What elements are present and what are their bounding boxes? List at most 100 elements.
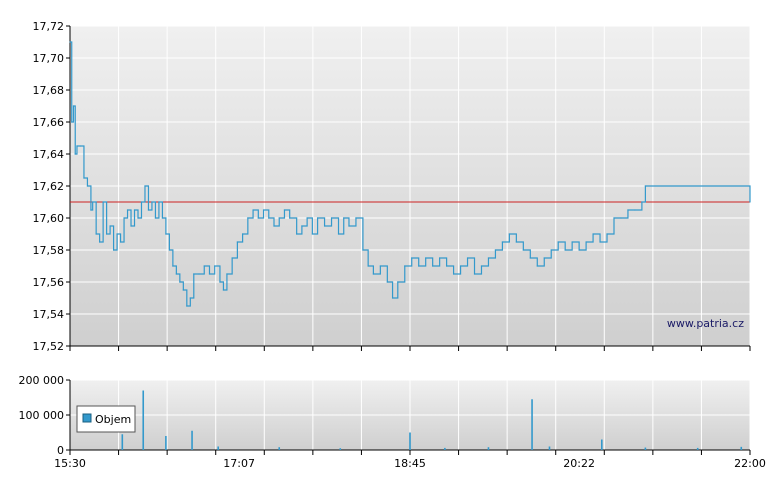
price-point — [515, 241, 517, 243]
price-x-ticks — [69, 26, 751, 351]
price-point — [262, 209, 265, 211]
x-tick-label: 15:30 — [54, 457, 86, 470]
price-point — [439, 257, 441, 259]
price-point — [172, 265, 174, 267]
price-point — [165, 233, 167, 235]
price-point — [536, 265, 538, 267]
price-point — [79, 145, 82, 147]
price-point — [168, 249, 170, 251]
price-point — [620, 217, 622, 219]
price-y-tick-label: 17,54 — [33, 308, 65, 321]
price-point — [367, 265, 369, 267]
volume-bar — [444, 447, 446, 450]
volume-panel: 200 000 100 000 0 15:30 17:07 18:45 20:22 22:0… — [19, 374, 766, 470]
price-point — [641, 201, 643, 203]
price-point — [175, 273, 177, 275]
price-point — [133, 209, 136, 211]
price-point — [151, 201, 153, 203]
volume-bar — [278, 447, 281, 450]
price-y-tick-label: 17,70 — [33, 52, 65, 65]
price-point — [140, 201, 143, 203]
price-point — [508, 233, 510, 235]
volume-bar — [217, 446, 220, 450]
price-point — [257, 217, 259, 219]
x-tick-label: 20:22 — [563, 457, 595, 470]
price-point — [208, 273, 211, 275]
volume-bar — [487, 447, 490, 450]
price-point — [158, 201, 160, 203]
price-point — [214, 265, 216, 267]
price-point — [74, 153, 76, 155]
volume-bar — [121, 434, 124, 450]
volume-bar — [142, 390, 145, 450]
price-point — [585, 241, 587, 243]
legend-label: Objem — [95, 413, 131, 426]
price-point — [501, 241, 504, 243]
price-point — [189, 297, 191, 299]
price-point — [137, 217, 139, 219]
price-point — [330, 217, 333, 219]
price-point — [362, 249, 364, 251]
price-point — [599, 241, 601, 243]
legend-swatch — [82, 413, 92, 423]
price-y-tick-label: 17,52 — [33, 340, 65, 353]
price-point — [283, 209, 286, 211]
price-point — [379, 265, 381, 267]
price-point — [386, 281, 388, 283]
x-tick-label: 18:45 — [394, 457, 426, 470]
price-y-tick-label: 17,56 — [33, 276, 65, 289]
price-point — [252, 209, 254, 211]
watermark: www.patria.cz — [667, 317, 744, 330]
price-point — [644, 185, 646, 187]
price-point — [529, 257, 531, 259]
price-point — [343, 217, 345, 219]
price-point — [112, 249, 115, 251]
price-point — [130, 225, 132, 227]
price-point — [466, 257, 469, 259]
volume-y-tick-label: 200 000 — [19, 374, 65, 387]
price-y-tick-label: 17,66 — [33, 116, 65, 129]
price-point — [186, 305, 188, 307]
price-point — [306, 217, 308, 219]
volume-y-tick-label: 100 000 — [19, 409, 65, 422]
price-y-tick-label: 17,62 — [33, 180, 65, 193]
price-y-ticks: 17,72 17,70 17,68 17,66 17,64 17,62 17,60 17,58… — [33, 20, 70, 353]
price-point — [606, 233, 608, 235]
price-point — [90, 209, 92, 211]
price-point — [411, 257, 413, 259]
price-point — [372, 273, 374, 275]
price-point — [550, 249, 552, 251]
price-point — [236, 241, 238, 243]
price-point — [126, 209, 129, 211]
price-point — [69, 41, 71, 43]
price-point — [154, 217, 157, 219]
price-point — [231, 257, 233, 259]
price-y-tick-label: 17,58 — [33, 244, 65, 257]
volume-bar — [600, 439, 603, 450]
volume-bar — [644, 447, 647, 450]
price-point — [76, 145, 78, 147]
price-point — [116, 233, 118, 235]
price-point — [99, 241, 101, 243]
price-point — [592, 233, 594, 235]
price-point — [226, 273, 228, 275]
price-point — [564, 249, 566, 251]
price-point — [613, 217, 615, 219]
price-point — [543, 257, 545, 259]
price-point — [182, 289, 184, 291]
price-point — [397, 281, 399, 283]
price-point — [473, 273, 476, 275]
x-tick-label: 17:07 — [223, 457, 255, 470]
price-point — [627, 209, 629, 211]
price-point — [83, 177, 85, 179]
price-point — [193, 273, 195, 275]
price-point — [301, 225, 303, 227]
price-point — [147, 209, 150, 211]
price-point — [222, 289, 225, 291]
price-point — [268, 217, 270, 219]
price-point — [323, 225, 326, 227]
price-point — [522, 249, 524, 251]
price-point — [480, 265, 483, 267]
price-point — [71, 121, 73, 123]
